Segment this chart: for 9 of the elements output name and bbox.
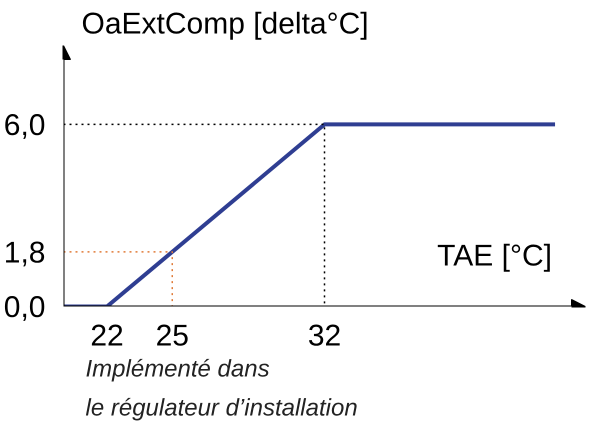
- y-tick-label: 0,0: [4, 291, 46, 324]
- y-axis-title: OaExtComp [delta°C]: [82, 8, 369, 40]
- x-tick-label: 22: [90, 320, 124, 352]
- y-tick-label: 1,8: [4, 236, 46, 270]
- y-tick-label: 6,0: [4, 108, 46, 142]
- x-axis-title: TAE [°C]: [437, 239, 552, 272]
- x-tick-label: 25: [156, 320, 189, 352]
- text: Implémenté dans le régulateur d’installation: [86, 356, 358, 422]
- x-tick-label: 32: [308, 320, 342, 352]
